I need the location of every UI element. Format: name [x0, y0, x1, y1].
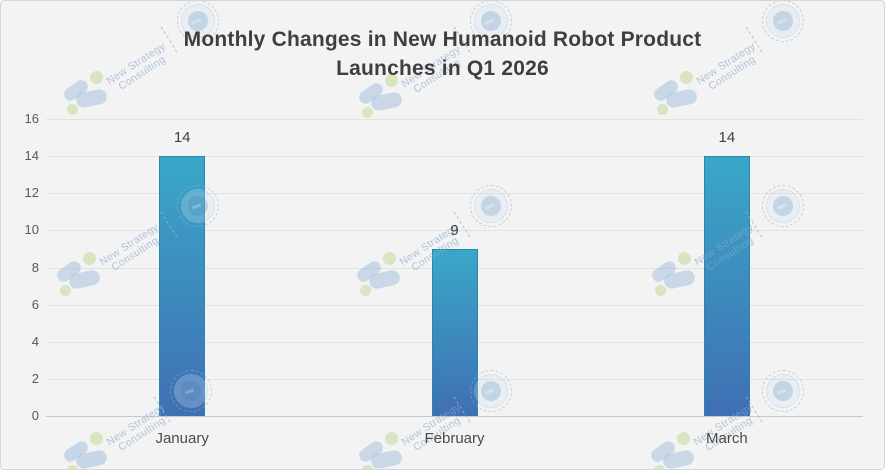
logo-dot-icon — [655, 285, 666, 296]
logo-swoosh-icon — [67, 268, 102, 291]
y-axis-tick-label: 8 — [31, 259, 39, 275]
stamp-emblem-mark — [776, 18, 787, 25]
stamp-emblem-mark — [776, 203, 787, 210]
y-axis-tick-label: 14 — [24, 148, 39, 164]
stamp-emblem-mark — [484, 18, 495, 25]
logo-dot-icon — [383, 252, 396, 265]
logo-dot-icon — [362, 465, 373, 469]
gridline — [46, 230, 863, 232]
logo-swoosh-icon — [661, 448, 696, 469]
logo-swoosh-icon — [54, 258, 84, 285]
logo-swoosh-icon — [356, 438, 386, 465]
chart-title-line1: Monthly Changes in New Humanoid Robot Pr… — [183, 28, 702, 51]
stamp-emblem — [481, 196, 501, 216]
y-axis-tick-label: 0 — [31, 408, 39, 423]
logo-swoosh-icon — [662, 268, 697, 291]
watermark-stamp-icon — [762, 185, 804, 227]
y-axis-tick-label: 4 — [31, 333, 39, 349]
logo-swoosh-icon — [356, 80, 386, 107]
bar-january — [159, 156, 206, 416]
bar-march — [703, 156, 750, 416]
logo-swoosh-icon — [61, 438, 91, 465]
y-axis-tick-label: 6 — [31, 296, 39, 312]
logo-swoosh-icon — [74, 87, 109, 110]
stamp-emblem-mark — [776, 388, 787, 395]
logo-swoosh-icon — [369, 90, 404, 113]
stamp-emblem — [773, 196, 793, 216]
stamp-outer-ring — [762, 185, 804, 227]
logo-dot-icon — [678, 252, 691, 265]
bar-value-label: 14 — [718, 129, 736, 147]
gridline — [46, 119, 863, 120]
logo-dot-icon — [83, 252, 96, 265]
stamp-emblem — [773, 381, 793, 401]
logo-dot-icon — [90, 432, 103, 445]
stamp-outer-ring — [762, 370, 804, 412]
watermark-brand-logo: New Strategy Consulting — [354, 221, 504, 309]
logo-dot-icon — [657, 104, 668, 115]
bar-february — [431, 248, 478, 416]
watermark-text-line1: New Strategy — [97, 221, 161, 269]
y-axis-tick-label: 10 — [24, 222, 39, 238]
x-axis-category-label: March — [705, 430, 748, 447]
watermark-stamp-icon — [762, 370, 804, 412]
logo-swoosh-icon — [74, 448, 109, 469]
gridline — [46, 156, 863, 158]
bar-value-label: 14 — [173, 129, 191, 147]
y-axis-tick-label: 12 — [24, 185, 39, 201]
logo-swoosh-icon — [354, 258, 384, 285]
chart-title: Monthly Changes in New Humanoid Robot Pr… — [1, 25, 884, 83]
logo-swoosh-icon — [649, 258, 679, 285]
logo-swoosh-icon — [664, 87, 699, 110]
y-axis-tick-label: 16 — [24, 111, 39, 126]
gridline — [46, 416, 863, 417]
logo-swoosh-icon — [367, 268, 402, 291]
stamp-emblem-mark — [484, 388, 495, 395]
logo-dot-icon — [67, 104, 78, 115]
logo-dot-icon — [60, 285, 71, 296]
stamp-emblem-mark — [484, 203, 495, 210]
watermark-stamp-icon — [470, 185, 512, 227]
x-axis-category-label: February — [424, 430, 485, 447]
stamp-outer-ring — [470, 185, 512, 227]
y-axis-tick-label: 2 — [31, 370, 39, 386]
logo-dot-icon — [360, 285, 371, 296]
logo-swoosh-icon — [369, 448, 404, 469]
stamp-emblem-mark — [191, 18, 202, 25]
chart-title-line2: Launches in Q1 2026 — [336, 57, 549, 80]
logo-dot-icon — [67, 465, 78, 469]
stamp-emblem — [481, 381, 501, 401]
logo-dot-icon — [654, 465, 665, 469]
x-axis-category-label: January — [155, 430, 209, 447]
gridline — [46, 193, 863, 195]
logo-dot-icon — [362, 107, 373, 118]
bar-value-label: 9 — [450, 221, 459, 239]
